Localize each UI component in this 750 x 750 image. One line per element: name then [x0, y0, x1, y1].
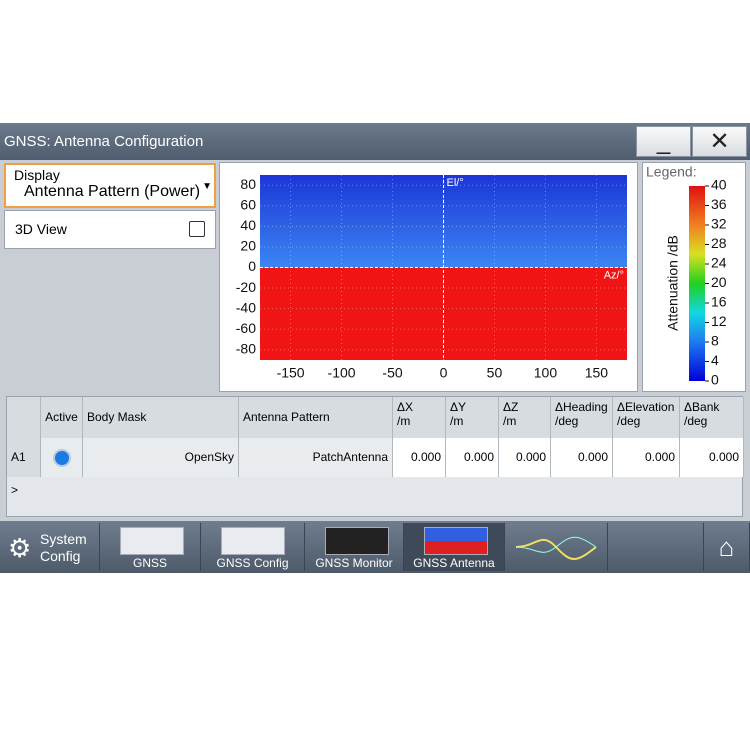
colorbar-tick-label: 28	[711, 235, 727, 251]
display-selector[interactable]: Display Antenna Pattern (Power) ▼	[4, 163, 216, 208]
colorbar-tick-label: 0	[711, 372, 719, 388]
y-tick-label: -80	[236, 340, 256, 356]
home-button[interactable]: ⌂	[704, 523, 750, 571]
column-header: ΔHeading /deg	[551, 397, 613, 438]
radio-button[interactable]	[53, 449, 71, 467]
x-tick-label: 100	[534, 365, 558, 381]
x-tick-label: 150	[585, 365, 609, 381]
value-cell[interactable]: 0.000	[680, 438, 744, 477]
antenna-pattern-cell[interactable]: PatchAntenna	[239, 438, 393, 477]
tab-thumbnail	[120, 527, 184, 555]
task-tab[interactable]: GNSS	[100, 523, 201, 571]
value-cell[interactable]: 0.000	[446, 438, 499, 477]
colorbar-tick-label: 12	[711, 313, 727, 329]
colorbar-tick-label: 16	[711, 294, 727, 310]
colorbar-tick-label: 24	[711, 255, 727, 271]
column-header: ΔX /m	[393, 397, 446, 438]
colorbar-tick-label: 32	[711, 216, 727, 232]
title-bar: GNSS: Antenna Configuration	[0, 123, 750, 160]
dropdown-arrow: ▼	[202, 181, 212, 192]
y-tick-label: -40	[236, 299, 256, 315]
colorbar-tick-label: 4	[711, 352, 719, 368]
colorbar-tick-label: 36	[711, 196, 727, 212]
tab-label: GNSS Config	[216, 556, 289, 570]
tab-label: GNSS Antenna	[413, 556, 495, 570]
window-title: GNSS: Antenna Configuration	[4, 133, 204, 150]
y-tick-label: 0	[248, 258, 256, 274]
spare-tab[interactable]	[608, 523, 704, 571]
y-tick-label: 80	[240, 176, 256, 192]
system-config-label: System Config	[40, 531, 87, 564]
screen: GNSS: Antenna Configuration _ ✕ Display …	[0, 123, 750, 573]
checkbox[interactable]	[189, 221, 205, 237]
task-tab[interactable]: GNSS Antenna	[404, 523, 505, 571]
y-tick-label: -20	[236, 279, 256, 295]
header-corner	[7, 397, 41, 438]
y-axis-label: El/°	[447, 177, 464, 189]
tab-thumbnail	[221, 527, 285, 555]
task-tab[interactable]: GNSS Config	[201, 523, 305, 571]
colorbar-tick-label: 20	[711, 274, 727, 290]
y-tick-label: -60	[236, 320, 256, 336]
taskbar: ⚙ System Config GNSS GNSS Config GNSS Moni…	[0, 521, 750, 573]
gear-icon: ⚙	[8, 533, 32, 563]
colorbar	[689, 186, 705, 381]
value-cell[interactable]: 0.000	[551, 438, 613, 477]
value-cell[interactable]: 0.000	[393, 438, 446, 477]
column-header: ΔElevation /deg	[613, 397, 680, 438]
close-button[interactable]: ✕	[692, 126, 747, 157]
column-header: Antenna Pattern	[239, 397, 393, 438]
task-tab[interactable]: GNSS Monitor	[305, 523, 404, 571]
legend-title: Legend:	[646, 164, 697, 180]
column-header: ΔY /m	[446, 397, 499, 438]
colorbar-label: Attenuation /dB	[665, 235, 681, 331]
column-header: Body Mask	[83, 397, 239, 438]
chart: -150 -100 -50 0 50 100 150-80-60-40-2002040608…	[219, 162, 746, 392]
column-header: ΔZ /m	[499, 397, 551, 438]
system-config-button[interactable]: ⚙ System Config	[0, 523, 100, 571]
tab-label: GNSS Monitor	[315, 556, 393, 570]
column-header: ΔBank /deg	[680, 397, 744, 438]
antenna-table: Active Body Mask Antenna Pattern ΔX /m ΔY /m…	[6, 396, 744, 517]
active-cell[interactable]	[41, 438, 83, 477]
x-tick-label: -50	[382, 365, 402, 381]
display-value: Antenna Pattern (Power)	[24, 183, 201, 200]
row-label[interactable]: A1 >	[7, 438, 41, 497]
x-tick-label: 0	[440, 365, 448, 381]
x-axis-label: Az/°	[604, 269, 624, 281]
signal-icon	[515, 536, 597, 560]
y-tick-label: 20	[240, 238, 256, 254]
x-tick-label: -150	[277, 365, 305, 381]
y-tick-label: 40	[240, 217, 256, 233]
view-3d-option[interactable]: 3D View	[4, 210, 216, 249]
minimize-button[interactable]: _	[636, 126, 691, 157]
display-label: Display	[14, 167, 60, 183]
y-tick-label: 60	[240, 197, 256, 213]
view-3d-label: 3D View	[15, 221, 67, 237]
value-cell[interactable]: 0.000	[499, 438, 551, 477]
tab-thumbnail	[424, 527, 488, 555]
colorbar-tick-label: 8	[711, 333, 719, 349]
tab-thumbnail	[325, 527, 389, 555]
tab-label: GNSS	[132, 556, 167, 570]
x-tick-label: -100	[328, 365, 356, 381]
value-cell[interactable]: 0.000	[613, 438, 680, 477]
x-tick-label: 50	[487, 365, 503, 381]
colorbar-tick-label: 40	[711, 177, 727, 193]
column-header: Active	[41, 397, 83, 438]
signal-tab[interactable]	[505, 523, 608, 571]
body-mask-cell[interactable]: OpenSky	[83, 438, 239, 477]
